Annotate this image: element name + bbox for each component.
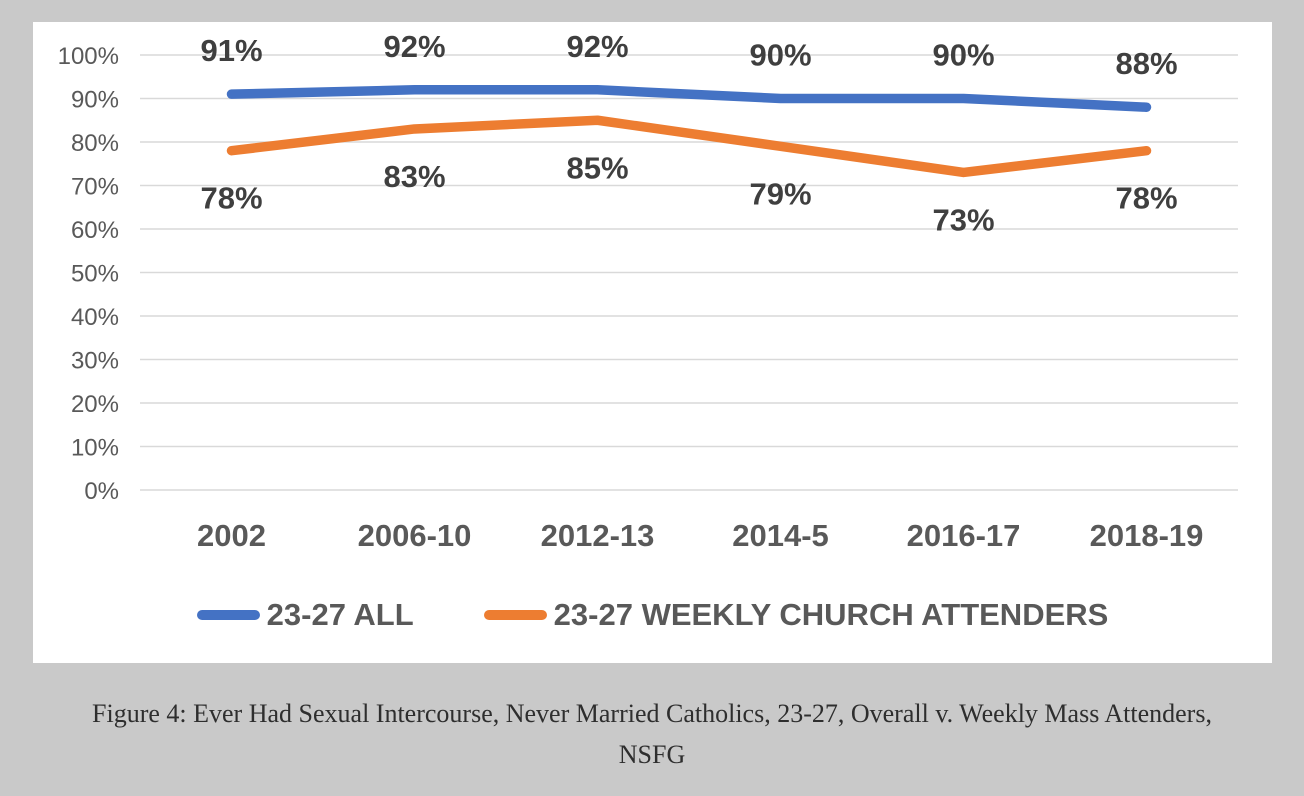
data-label: 78%: [1115, 181, 1177, 216]
data-label: 88%: [1115, 46, 1177, 81]
data-label: 90%: [749, 38, 811, 73]
line-chart: 100% 90% 80% 70% 60% 50% 40% 30% 20% 10% 0% 2002 200…: [58, 29, 1238, 553]
y-axis-tick-label: 40%: [71, 304, 119, 331]
y-axis-tick-label: 100%: [58, 43, 119, 70]
y-axis-tick-label: 50%: [71, 261, 119, 288]
data-label: 90%: [932, 38, 994, 73]
data-label: 73%: [932, 202, 994, 237]
series-line-1: [226, 115, 1152, 178]
x-axis-category-label: 2018-19: [1090, 518, 1204, 553]
legend-label-all: 23-27 ALL: [266, 597, 414, 632]
y-axis-tick-label: 70%: [71, 174, 119, 201]
y-axis-tick-label: 20%: [71, 391, 119, 418]
x-axis-category-label: 2006-10: [358, 518, 472, 553]
data-label: 83%: [383, 159, 445, 194]
chart-legend: 23-27 ALL 23-27 WEEKLY CHURCH ATTENDERS: [33, 595, 1272, 635]
caption-line-2: NSFG: [618, 740, 686, 769]
y-axis-tick-label: 0%: [84, 478, 119, 505]
data-label: 79%: [749, 176, 811, 211]
data-label: 91%: [200, 33, 262, 68]
y-axis-tick-label: 90%: [71, 87, 119, 114]
x-axis-category-label: 2016-17: [907, 518, 1021, 553]
legend-item-weekly-attenders: 23-27 WEEKLY CHURCH ATTENDERS: [483, 597, 1109, 633]
caption-line-1: Figure 4: Ever Had Sexual Intercourse, N…: [92, 699, 1212, 728]
y-axis-tick-label: 60%: [71, 217, 119, 244]
legend-line-marker-orange: [483, 610, 547, 620]
legend-label-weekly-attenders: 23-27 WEEKLY CHURCH ATTENDERS: [553, 597, 1109, 632]
legend-item-all: 23-27 ALL: [196, 597, 414, 633]
data-label: 85%: [566, 150, 628, 185]
series-line-0: [226, 85, 1152, 112]
y-axis-tick-label: 10%: [71, 435, 119, 462]
data-label: 92%: [566, 29, 628, 64]
y-axis-tick-label: 80%: [71, 130, 119, 157]
legend-line-marker-blue: [196, 610, 260, 620]
data-label: 78%: [200, 181, 262, 216]
chart-canvas: 100% 90% 80% 70% 60% 50% 40% 30% 20% 10% 0% 2002 200…: [33, 22, 1272, 663]
x-axis-category-label: 2014-5: [732, 518, 829, 553]
data-label: 92%: [383, 29, 445, 64]
figure-caption: Figure 4: Ever Had Sexual Intercourse, N…: [0, 693, 1304, 775]
x-axis-category-label: 2002: [197, 518, 266, 553]
x-axis-category-label: 2012-13: [541, 518, 655, 553]
y-axis-tick-label: 30%: [71, 348, 119, 375]
